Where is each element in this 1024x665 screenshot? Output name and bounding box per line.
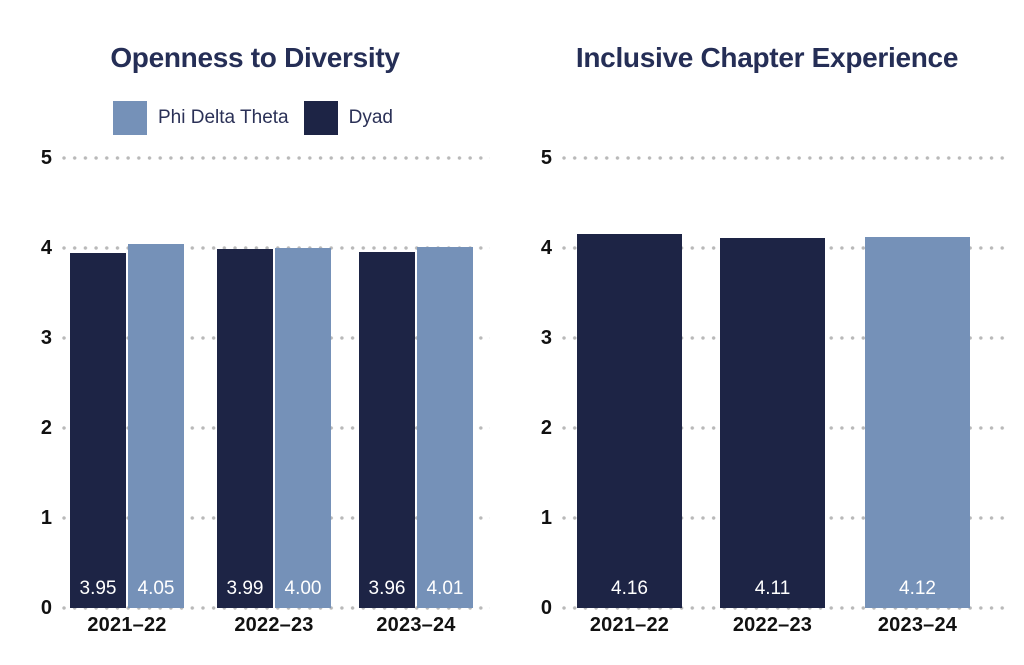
bar [275,248,331,608]
bar-value-label: 4.01 [426,578,464,599]
x-axis-label: 2021–22 [87,614,167,636]
y-axis-label-3: 3 [540,327,552,349]
bar [217,248,273,608]
bar [865,237,970,608]
y-axis-label-2: 2 [40,417,52,439]
y-axis-label-4: 4 [540,237,552,259]
bar [70,252,126,608]
y-axis-label-0: 0 [40,597,52,619]
x-axis-label: 2022–23 [234,614,314,636]
y-axis-label-0: 0 [540,597,552,619]
gridline-y0 [562,606,1010,610]
legend-label: Phi Delta Theta [158,107,289,128]
bar [577,233,682,608]
gridline-y5 [562,156,1010,160]
y-axis-label-5: 5 [40,147,52,169]
bar-value-label: 3.95 [79,578,117,599]
y-axis-label-1: 1 [540,507,552,529]
bar-value-label: 4.11 [754,578,791,599]
legend-label: Dyad [348,107,393,128]
bar [720,238,825,608]
legend-swatch-phi_delta_theta [113,101,147,135]
y-axis-label-4: 4 [40,237,52,259]
y-axis-label-1: 1 [40,507,52,529]
bar-value-label: 4.12 [899,578,936,599]
x-axis-label: 2023–24 [877,614,958,636]
legend: Phi Delta Theta Dyad [113,101,408,135]
bar-value-label: 3.99 [226,578,264,599]
chart-title-inclusive-chapter-experience: Inclusive Chapter Experience [575,42,959,73]
x-axis-label: 2022–23 [732,614,813,636]
legend-item: Phi Delta Theta [113,101,289,135]
bar [417,247,473,608]
bar-value-label: 4.05 [137,578,175,599]
y-axis-label-3: 3 [40,327,52,349]
y-axis-label-2: 2 [540,417,552,439]
legend-item: Dyad [303,101,393,135]
bar-value-label: 3.96 [368,578,406,599]
x-axis-label: 2021–22 [589,614,670,636]
bar [359,251,415,608]
legend-swatch-dyad [303,101,338,135]
chart-title-openness-to-diversity: Openness to Diversity [110,42,400,73]
x-axis-label: 2023–24 [376,614,456,636]
bar-value-label: 4.16 [611,578,648,599]
bar [128,243,184,608]
gridline-y5 [62,156,490,160]
y-axis-label-5: 5 [540,147,552,169]
bar-value-label: 4.00 [284,578,322,599]
gridline-y0 [62,606,490,610]
